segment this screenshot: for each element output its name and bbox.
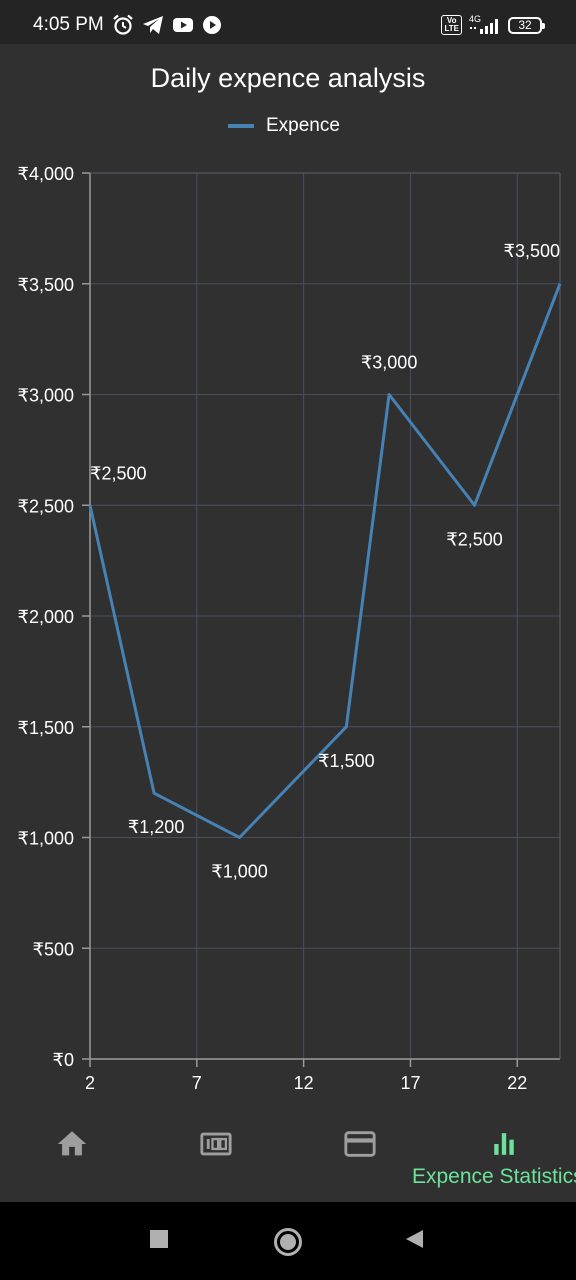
line-chart: ₹0 ₹500 ₹1,000 ₹1,500 ₹2,000 ₹2,500 ₹3,000 ₹3,5… (18, 164, 562, 1093)
data-label: ₹2,500 (90, 463, 147, 483)
y-tick-label: ₹2,000 (18, 607, 75, 627)
money-icon (200, 1132, 232, 1156)
y-tick-label: ₹2,500 (18, 496, 75, 516)
recents-icon[interactable] (148, 1228, 170, 1250)
bar-chart-icon (494, 1133, 514, 1155)
system-status-icons: Vo LTE 4G 32 (441, 14, 545, 36)
series-line-expence (88, 283, 562, 839)
back-icon[interactable] (403, 1228, 425, 1250)
y-tick-label: ₹1,500 (18, 718, 75, 738)
network-type: 4G (469, 14, 482, 24)
battery-indicator: 32 (508, 16, 545, 34)
y-tick-label: ₹0 (53, 1050, 74, 1070)
chart-title: Daily expence analysis (150, 63, 426, 93)
nav-money[interactable] (144, 1115, 288, 1202)
x-tick-label: 2 (85, 1073, 95, 1093)
alarm-icon (113, 14, 133, 35)
system-navigation-bar (0, 1202, 576, 1280)
x-tick-label: 12 (294, 1073, 314, 1093)
nav-home[interactable] (0, 1115, 144, 1202)
legend-swatch (228, 124, 254, 128)
chart-legend[interactable]: Expence (228, 114, 340, 138)
y-tick-label: ₹3,500 (18, 275, 75, 295)
expence-statistics-screen: Daily expence analysis Expence ₹0 ₹500 ₹1,… (0, 44, 576, 1202)
x-tick-label: 17 (400, 1073, 420, 1093)
signal-indicator: 4G (468, 15, 502, 35)
data-label: ₹2,500 (446, 529, 503, 549)
volte-icon: Vo LTE (441, 15, 462, 35)
y-tick-label: ₹500 (33, 939, 74, 959)
bottom-navigation: Expence Statistics (0, 1115, 576, 1202)
data-label: ₹1,200 (128, 817, 185, 837)
play-icon (203, 16, 221, 34)
data-label: ₹1,500 (318, 751, 375, 771)
data-label: ₹3,500 (504, 241, 561, 261)
legend-label: Expence (266, 115, 340, 136)
youtube-icon (173, 18, 193, 32)
telegram-icon (143, 16, 163, 34)
data-label: ₹3,000 (361, 353, 418, 373)
signal-icon (470, 19, 498, 34)
notification-icons (112, 13, 222, 37)
y-tick-label: ₹4,000 (18, 164, 75, 184)
x-tick-label: 22 (507, 1073, 527, 1093)
y-tick-label: ₹1,000 (18, 829, 75, 849)
data-label: ₹1,000 (211, 862, 268, 882)
x-tick-label: 7 (192, 1073, 202, 1093)
nav-card[interactable] (288, 1115, 432, 1202)
nav-expence-statistics[interactable]: Expence Statistics (412, 1115, 576, 1202)
y-tick-label: ₹3,000 (18, 386, 75, 406)
home-circle-icon[interactable] (273, 1227, 303, 1257)
status-bar: 4:05 PM Vo LTE 4G (0, 0, 576, 44)
status-time: 4:05 PM (33, 14, 104, 35)
home-icon (57, 1131, 87, 1156)
nav-label-expence-statistics: Expence Statistics (412, 1165, 576, 1188)
card-icon (344, 1131, 376, 1157)
